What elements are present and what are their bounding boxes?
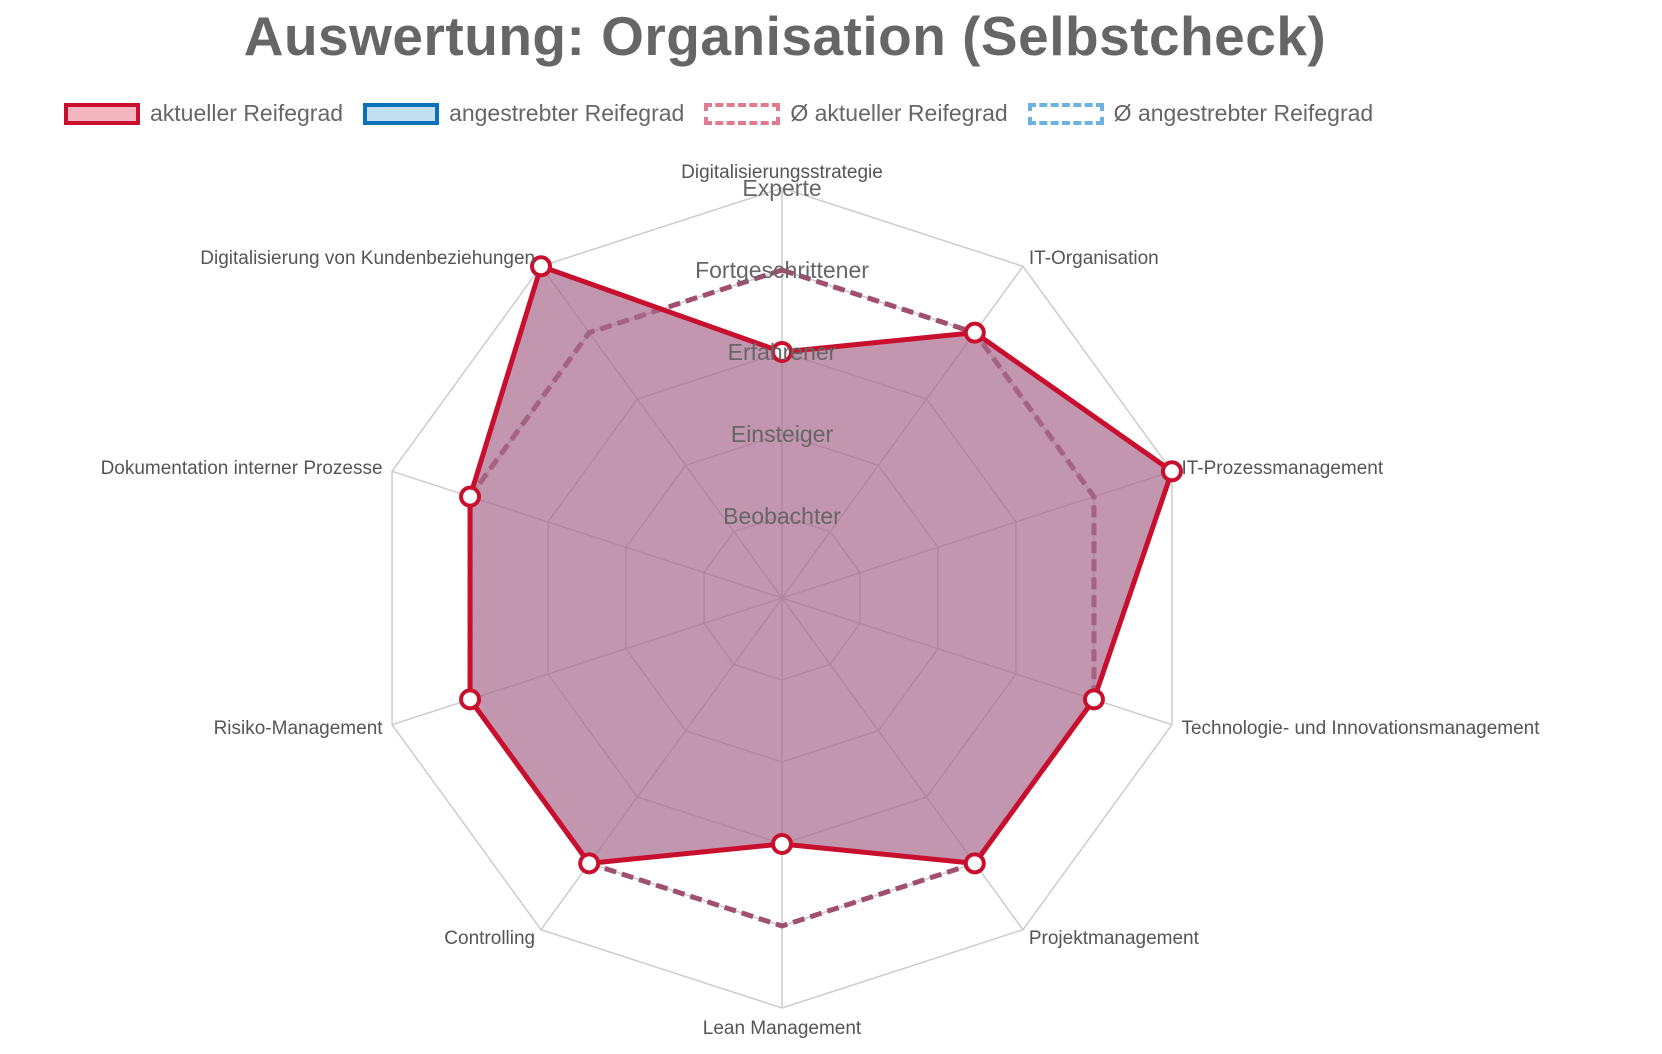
point-technologie-und-innovationsmanagement[interactable] <box>1082 688 1105 711</box>
axis-label-digitalisierung-von-kundenbeziehungen: Digitalisierung von Kundenbeziehungen <box>200 248 535 269</box>
axis-label-dokumentation-interner-prozesse: Dokumentation interner Prozesse <box>101 458 383 479</box>
level-label-einsteiger: Einsteiger <box>731 421 834 447</box>
legend-swatch-current <box>64 102 140 125</box>
legend-label-current: aktueller Reifegrad <box>150 100 344 126</box>
chart-title: Auswertung: Organisation (Selbstcheck) <box>243 5 1327 67</box>
legend-item-target[interactable]: angestrebter Reifegrad <box>363 100 684 127</box>
point-projektmanagement[interactable] <box>963 852 986 875</box>
axis-label-risiko-management: Risiko-Management <box>214 718 384 739</box>
point-dokumentation-interner-prozesse[interactable] <box>459 485 482 508</box>
legend-item-avg-current[interactable]: Ø aktueller Reifegrad <box>704 100 1008 127</box>
legend: aktueller Reifegrad angestrebter Reifegr… <box>64 100 1393 127</box>
level-label-beobachter: Beobachter <box>723 503 841 529</box>
point-it-organisation[interactable] <box>963 321 986 344</box>
level-label-fortgeschrittener: Fortgeschrittener <box>695 257 869 283</box>
legend-swatch-target <box>363 102 440 125</box>
axis-label-lean-management: Lean Management <box>703 1018 862 1039</box>
legend-item-avg-target[interactable]: Ø angestrebter Reifegrad <box>1027 100 1374 127</box>
axis-label-it-prozessmanagement: IT-Prozessmanagement <box>1181 458 1383 479</box>
point-digitalisierungsstrategie[interactable] <box>771 341 793 363</box>
legend-label-avg-current: Ø aktueller Reifegrad <box>790 100 1008 126</box>
axis-labels: Digitalisierungsstrategie IT-Organisation… <box>101 162 1541 1039</box>
legend-swatch-avg-target <box>1027 102 1104 125</box>
legend-label-avg-target: Ø angestrebter Reifegrad <box>1113 100 1374 126</box>
point-risiko-management[interactable] <box>459 688 482 711</box>
axis-label-controlling: Controlling <box>444 928 535 949</box>
legend-label-target: angestrebter Reifegrad <box>449 100 685 126</box>
point-it-prozessmanagement[interactable] <box>1160 460 1183 483</box>
avg-current-line <box>467 267 1097 929</box>
point-lean-management[interactable] <box>771 833 793 855</box>
axis-label-it-organisation: IT-Organisation <box>1029 248 1159 269</box>
axis-label-digitalisierungsstrategie: Digitalisierungsstrategie <box>681 162 883 183</box>
legend-swatch-avg-current <box>704 102 781 125</box>
level-label-erfahrener: Erfahrener <box>728 339 837 365</box>
level-labels: Beobachter Einsteiger Erfahrener Fortgeschr… <box>695 175 869 529</box>
axis-label-projektmanagement: Projektmanagement <box>1029 928 1200 949</box>
axis-label-technologie-und-innovationsmanagement: Technologie- und Innovationsmanagement <box>1181 718 1540 739</box>
legend-item-current[interactable]: aktueller Reifegrad <box>64 100 343 127</box>
point-controlling[interactable] <box>578 852 601 875</box>
series-current <box>459 255 1183 875</box>
point-digitalisierung-von-kundenbeziehungen[interactable] <box>530 255 553 278</box>
level-label-experte: Experte <box>742 175 821 201</box>
series-avg-current <box>467 267 1097 929</box>
